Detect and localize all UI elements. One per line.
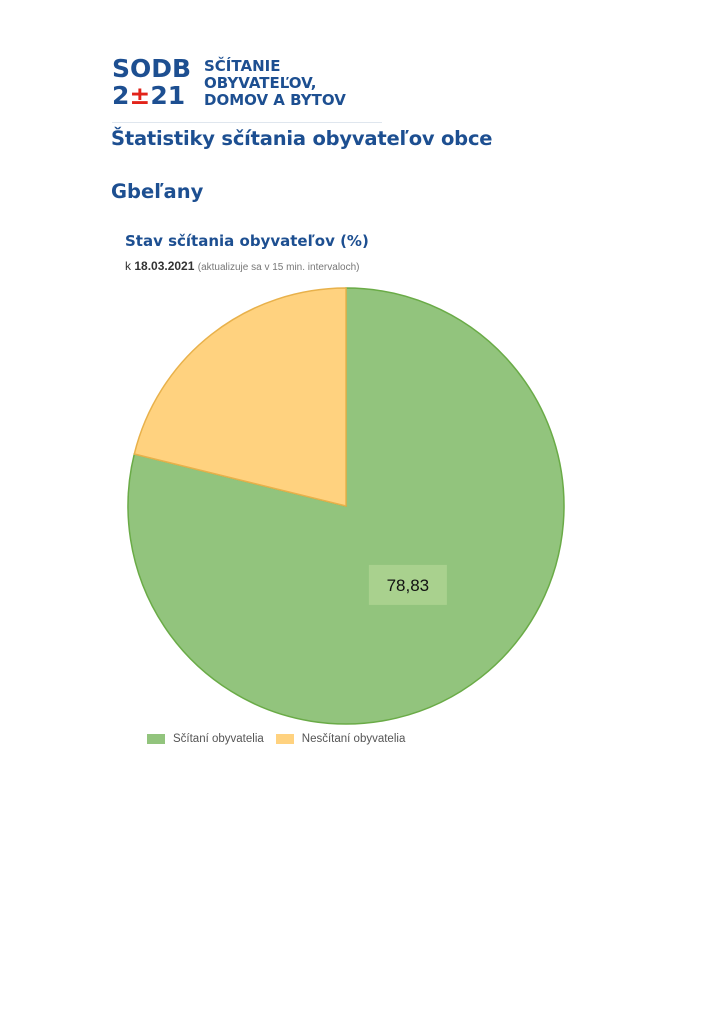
logo-text-line: OBYVATEĽOV,	[204, 74, 317, 92]
legend-item-counted[interactable]: Sčítaní obyvatelia	[147, 733, 264, 745]
data-label-bg	[368, 564, 447, 605]
legend-swatch-uncounted	[275, 734, 294, 744]
pie-slice-1[interactable]	[133, 287, 347, 507]
logo-plusminus-symbol: ±	[129, 81, 151, 110]
subtitle-date: 18.03.2021	[134, 259, 195, 273]
header-divider	[112, 122, 382, 123]
logo-text-line: DOMOV A BYTOV	[204, 91, 346, 109]
legend-label-counted: Sčítaní obyvatelia	[173, 733, 264, 745]
logo-text: SČÍTANIE OBYVATEĽOV, DOMOV A BYTOV	[204, 58, 346, 109]
page-title: Štatistiky sčítania obyvateľov obce	[111, 127, 493, 150]
subtitle-prefix: k	[125, 259, 131, 273]
logo-mark-digit: 2	[112, 81, 130, 110]
subtitle-note: (aktualizuje sa v 15 min. intervaloch)	[197, 262, 360, 273]
logo-mark-bottom: 2±21	[112, 83, 196, 110]
logo-mark: SODB 2±21	[112, 56, 196, 110]
logo-mark-top: SODB	[112, 54, 192, 83]
chart-subtitle: k 18.03.2021 (aktualizuje sa v 15 min. i…	[125, 259, 360, 273]
logo-mark-digits: 21	[150, 81, 186, 110]
sodb-logo: SODB 2±21 SČÍTANIE OBYVATEĽOV, DOMOV A B…	[112, 56, 372, 112]
chart-legend: Sčítaní obyvatelia Nesčítaní obyvatelia	[147, 733, 417, 745]
legend-swatch-counted	[147, 734, 165, 744]
municipality-name: Gbeľany	[111, 180, 204, 203]
data-label: 78,83	[387, 576, 430, 595]
legend-item-uncounted[interactable]: Nesčítaní obyvatelia	[275, 733, 406, 745]
chart-title: Stav sčítania obyvateľov (%)	[125, 232, 369, 250]
logo-text-line: SČÍTANIE	[204, 57, 281, 75]
legend-label-uncounted: Nesčítaní obyvatelia	[301, 733, 406, 745]
